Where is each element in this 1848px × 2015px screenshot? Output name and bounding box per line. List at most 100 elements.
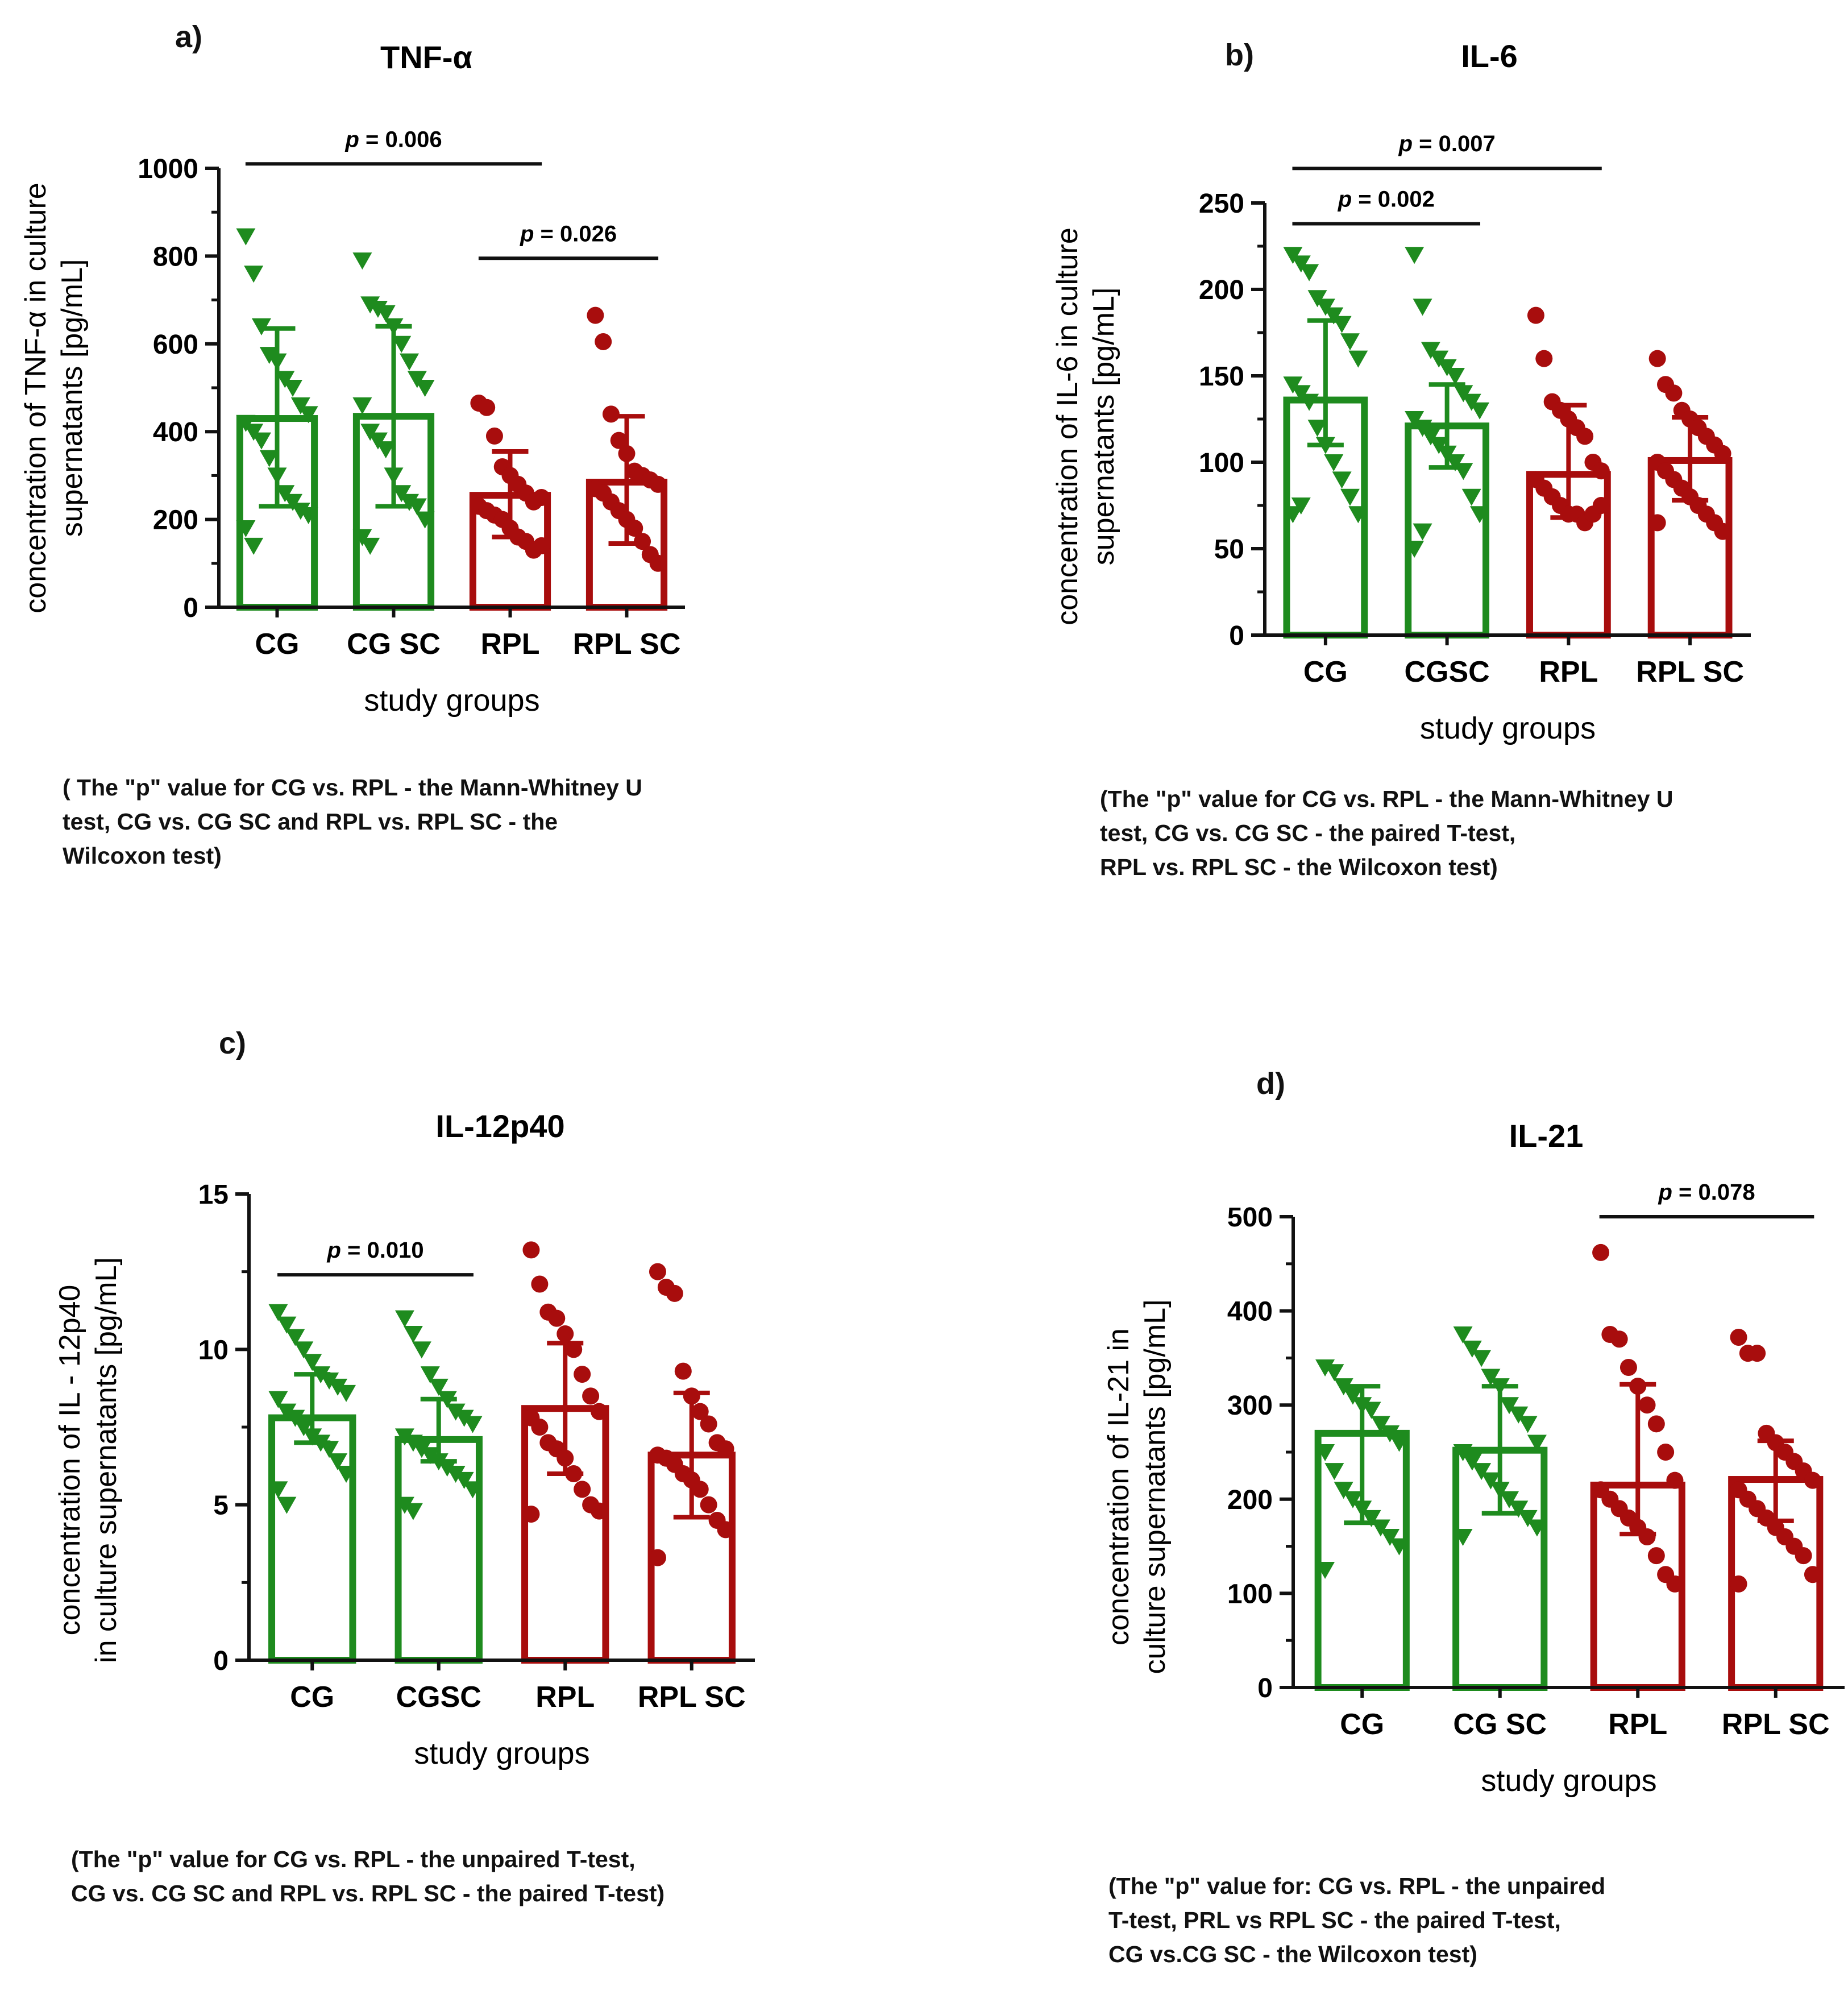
data-point <box>1461 393 1481 411</box>
data-point <box>290 397 310 414</box>
test-note: (The "p" value for CG vs. RPL - the unpa… <box>71 1842 665 1910</box>
data-point <box>275 485 295 503</box>
data-point <box>1472 1463 1492 1481</box>
data-point <box>1332 471 1352 489</box>
data-point <box>244 266 264 283</box>
data-point <box>1324 307 1344 325</box>
data-point <box>548 1309 566 1327</box>
data-point <box>394 1310 414 1328</box>
data-point <box>437 1460 457 1477</box>
data-point <box>683 1387 700 1405</box>
data-point <box>1315 1444 1335 1461</box>
data-point <box>1730 1575 1747 1593</box>
data-point <box>649 475 667 493</box>
data-point <box>1518 1416 1538 1433</box>
data-point <box>1380 1529 1400 1547</box>
data-point <box>290 503 310 520</box>
y-tick-label: 150 <box>1199 362 1244 392</box>
data-point <box>618 445 636 462</box>
data-point <box>717 1521 734 1539</box>
data-point <box>1389 1434 1409 1452</box>
data-point <box>463 1416 483 1433</box>
test-note: ( The "p" value for CG vs. RPL - the Man… <box>63 770 642 873</box>
data-point <box>1291 255 1311 273</box>
x-tick-label: CG <box>1303 656 1348 689</box>
data-point <box>420 1447 440 1465</box>
data-point <box>403 1503 423 1520</box>
chart-il-21: IL-21 concentration of IL-21 in culture su… <box>1102 1118 1845 1798</box>
data-point <box>610 432 628 449</box>
p-value: = 0.006 <box>359 127 442 152</box>
data-point <box>522 1506 540 1523</box>
note-line: RPL vs. RPL SC - the Wilcoxon test) <box>1100 854 1498 880</box>
p-symbol: p <box>1338 186 1352 212</box>
panel-b: b) IL-6 concentration of IL-6 in culture s… <box>924 0 1848 910</box>
data-point <box>1348 506 1368 524</box>
data-point <box>1527 1434 1547 1452</box>
panel-a: a) TNF-α concentration of TNF-α in cultur… <box>0 0 910 910</box>
y-tick-label: 250 <box>1199 189 1244 219</box>
data-point <box>360 296 380 314</box>
data-point <box>311 1366 331 1384</box>
data-point <box>1334 1482 1353 1499</box>
data-point <box>352 529 372 546</box>
data-point <box>1500 1491 1519 1508</box>
panel-label: d) <box>1256 1067 1285 1101</box>
data-point <box>1429 350 1449 368</box>
y-tick-label: 200 <box>1199 275 1244 305</box>
data-point <box>574 1481 591 1498</box>
data-point <box>415 380 435 397</box>
data-point <box>666 1284 683 1302</box>
data-point <box>407 371 427 388</box>
data-point <box>236 520 256 538</box>
data-point <box>1470 506 1490 524</box>
p-value-label: p = 0.002 <box>1338 186 1435 212</box>
y-tick-label: 10 <box>198 1335 229 1365</box>
data-point <box>649 1263 666 1280</box>
y-tick-label: 300 <box>1227 1391 1273 1421</box>
data-point <box>454 1471 474 1489</box>
data-point <box>1413 298 1432 316</box>
p-value: = 0.002 <box>1352 186 1435 212</box>
data-point <box>1334 1378 1353 1396</box>
data-point <box>376 305 396 322</box>
data-point <box>1453 1529 1473 1547</box>
data-point <box>267 353 287 371</box>
data-point <box>236 414 256 432</box>
data-point <box>1445 454 1465 471</box>
data-point <box>1648 350 1666 367</box>
data-point <box>1307 290 1327 308</box>
data-point <box>1638 1396 1656 1414</box>
data-point <box>1343 1387 1363 1405</box>
chart-tnf-alpha: TNF-α concentration of TNF-α in culture su… <box>19 39 685 718</box>
data-point <box>360 537 380 555</box>
y-axis-label-line: concentration of IL-21 in <box>1102 1328 1135 1645</box>
data-point <box>522 1241 540 1259</box>
data-point <box>634 533 651 550</box>
data-point <box>394 1496 414 1514</box>
y-axis-label-line: culture supernatants [pg/mL] <box>1139 1299 1172 1674</box>
data-point <box>1389 1538 1409 1556</box>
note-line: (The "p" value for CG vs. RPL - the Mann… <box>1100 786 1673 812</box>
data-point <box>1324 1463 1344 1481</box>
p-value-label: p = 0.078 <box>1658 1180 1755 1205</box>
data-point <box>1619 1358 1637 1376</box>
x-axis-label: study groups <box>414 1736 589 1771</box>
data-point <box>1445 368 1465 385</box>
data-point <box>1804 1471 1821 1489</box>
data-point <box>360 424 380 441</box>
y-tick-label: 200 <box>1227 1485 1273 1515</box>
data-point <box>412 1441 431 1458</box>
data-point <box>1714 445 1731 462</box>
data-point <box>1315 437 1335 454</box>
data-point <box>1454 385 1473 403</box>
data-point <box>1437 359 1457 376</box>
note-line: (The "p" value for CG vs. RPL - the unpa… <box>71 1846 636 1872</box>
data-point <box>1371 1416 1390 1433</box>
data-point <box>1481 1472 1501 1490</box>
panel-label: c) <box>219 1026 247 1060</box>
test-note: (The "p" value for: CG vs. RPL - the unp… <box>1108 1869 1605 1971</box>
data-point <box>415 511 435 529</box>
data-point <box>565 1465 583 1482</box>
data-point <box>352 397 372 414</box>
